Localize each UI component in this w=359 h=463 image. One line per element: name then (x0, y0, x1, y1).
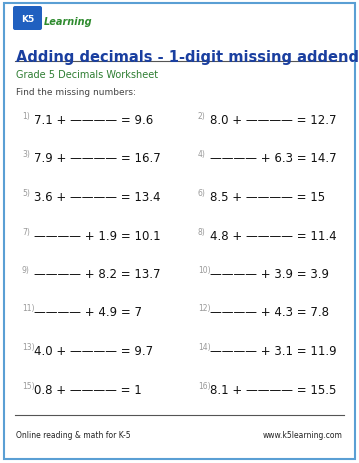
Text: 7): 7) (22, 227, 30, 236)
Text: 8): 8) (198, 227, 206, 236)
Text: 14): 14) (198, 342, 211, 351)
Text: 1): 1) (22, 112, 30, 121)
Text: ———— + 1.9 = 10.1: ———— + 1.9 = 10.1 (34, 229, 160, 242)
Text: 10): 10) (198, 265, 211, 275)
Text: Learning: Learning (44, 17, 93, 27)
Text: Adding decimals - 1-digit missing addend: Adding decimals - 1-digit missing addend (16, 50, 359, 65)
Text: Online reading & math for K-5: Online reading & math for K-5 (16, 430, 131, 439)
Text: ———— + 4.9 = 7: ———— + 4.9 = 7 (34, 306, 142, 319)
Text: 15): 15) (22, 381, 34, 390)
Text: 7.1 + ———— = 9.6: 7.1 + ———— = 9.6 (34, 114, 153, 127)
Text: 16): 16) (198, 381, 211, 390)
Text: 8.5 + ———— = 15: 8.5 + ———— = 15 (210, 191, 325, 204)
Text: 4.0 + ———— = 9.7: 4.0 + ———— = 9.7 (34, 344, 153, 357)
Text: K5: K5 (21, 15, 34, 24)
Text: 13): 13) (22, 342, 34, 351)
Text: 4): 4) (198, 150, 206, 159)
Text: 3): 3) (22, 150, 30, 159)
Text: 2): 2) (198, 112, 206, 121)
Text: 6): 6) (198, 188, 206, 198)
Text: ———— + 3.9 = 3.9: ———— + 3.9 = 3.9 (210, 268, 329, 281)
Text: www.k5learning.com: www.k5learning.com (263, 430, 343, 439)
Text: 8.0 + ———— = 12.7: 8.0 + ———— = 12.7 (210, 114, 336, 127)
Text: Find the missing numbers:: Find the missing numbers: (16, 88, 136, 97)
Text: 7.9 + ———— = 16.7: 7.9 + ———— = 16.7 (34, 152, 161, 165)
Text: 3.6 + ———— = 13.4: 3.6 + ———— = 13.4 (34, 191, 160, 204)
Text: 9): 9) (22, 265, 30, 275)
Text: ———— + 6.3 = 14.7: ———— + 6.3 = 14.7 (210, 152, 337, 165)
Text: 4.8 + ———— = 11.4: 4.8 + ———— = 11.4 (210, 229, 337, 242)
Text: 8.1 + ———— = 15.5: 8.1 + ———— = 15.5 (210, 383, 336, 396)
Text: 5): 5) (22, 188, 30, 198)
Text: 11): 11) (22, 304, 34, 313)
Text: 0.8 + ———— = 1: 0.8 + ———— = 1 (34, 383, 142, 396)
Text: 12): 12) (198, 304, 210, 313)
Text: ———— + 8.2 = 13.7: ———— + 8.2 = 13.7 (34, 268, 160, 281)
FancyBboxPatch shape (13, 7, 42, 31)
Text: ———— + 3.1 = 11.9: ———— + 3.1 = 11.9 (210, 344, 337, 357)
Text: ———— + 4.3 = 7.8: ———— + 4.3 = 7.8 (210, 306, 329, 319)
Text: Grade 5 Decimals Worksheet: Grade 5 Decimals Worksheet (16, 70, 158, 80)
